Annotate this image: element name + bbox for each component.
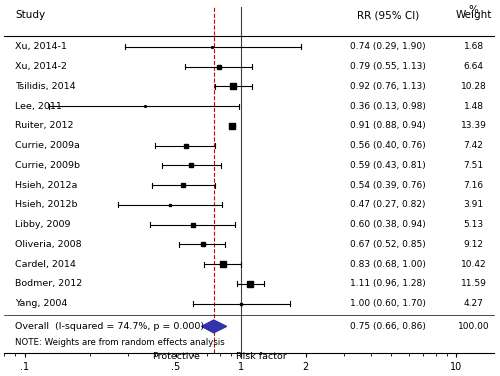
- Text: Currie, 2009b: Currie, 2009b: [15, 161, 80, 170]
- Text: RR (95% CI): RR (95% CI): [356, 10, 419, 20]
- Text: Hsieh, 2012b: Hsieh, 2012b: [15, 200, 78, 209]
- Text: 100.00: 100.00: [458, 322, 490, 331]
- Text: 1.68: 1.68: [464, 42, 483, 51]
- Text: Tsilidis, 2014: Tsilidis, 2014: [15, 82, 76, 91]
- Text: Cardel, 2014: Cardel, 2014: [15, 260, 76, 269]
- Text: 0.36 (0.13, 0.98): 0.36 (0.13, 0.98): [350, 102, 426, 111]
- Text: 0.91 (0.88, 0.94): 0.91 (0.88, 0.94): [350, 121, 426, 130]
- Text: 1.00 (0.60, 1.70): 1.00 (0.60, 1.70): [350, 299, 426, 308]
- Text: NOTE: Weights are from random effects analysis: NOTE: Weights are from random effects an…: [15, 338, 225, 347]
- Text: 0.79 (0.55, 1.13): 0.79 (0.55, 1.13): [350, 62, 426, 71]
- Text: Overall  (I-squared = 74.7%, p = 0.000): Overall (I-squared = 74.7%, p = 0.000): [15, 322, 204, 331]
- Text: 0.47 (0.27, 0.82): 0.47 (0.27, 0.82): [350, 200, 426, 209]
- Text: Study: Study: [15, 10, 45, 20]
- Text: Hsieh, 2012a: Hsieh, 2012a: [15, 180, 78, 190]
- Text: 6.64: 6.64: [464, 62, 483, 71]
- Text: 7.16: 7.16: [464, 180, 483, 190]
- Text: Yang, 2004: Yang, 2004: [15, 299, 68, 308]
- Text: Currie, 2009a: Currie, 2009a: [15, 141, 80, 150]
- Polygon shape: [202, 320, 226, 333]
- Text: Weight: Weight: [456, 10, 492, 20]
- Text: 0.59 (0.43, 0.81): 0.59 (0.43, 0.81): [350, 161, 426, 170]
- Text: 13.39: 13.39: [460, 121, 486, 130]
- Text: 3.91: 3.91: [464, 200, 483, 209]
- Text: Xu, 2014-1: Xu, 2014-1: [15, 42, 67, 51]
- Text: 7.51: 7.51: [464, 161, 483, 170]
- Text: 0.60 (0.38, 0.94): 0.60 (0.38, 0.94): [350, 220, 426, 229]
- Text: 0.92 (0.76, 1.13): 0.92 (0.76, 1.13): [350, 82, 426, 91]
- Text: Protective: Protective: [152, 352, 200, 361]
- Text: Lee, 2011: Lee, 2011: [15, 102, 62, 111]
- Text: 4.27: 4.27: [464, 299, 483, 308]
- Text: 0.54 (0.39, 0.76): 0.54 (0.39, 0.76): [350, 180, 426, 190]
- Text: 0.74 (0.29, 1.90): 0.74 (0.29, 1.90): [350, 42, 426, 51]
- Text: 10.28: 10.28: [460, 82, 486, 91]
- Text: %: %: [468, 5, 478, 15]
- Text: 0.56 (0.40, 0.76): 0.56 (0.40, 0.76): [350, 141, 426, 150]
- Text: Risk factor: Risk factor: [236, 352, 287, 361]
- Text: 0.67 (0.52, 0.85): 0.67 (0.52, 0.85): [350, 240, 426, 249]
- Text: 9.12: 9.12: [464, 240, 483, 249]
- Text: 0.75 (0.66, 0.86): 0.75 (0.66, 0.86): [350, 322, 426, 331]
- Text: 10.42: 10.42: [460, 260, 486, 269]
- Text: 7.42: 7.42: [464, 141, 483, 150]
- Text: Oliveria, 2008: Oliveria, 2008: [15, 240, 82, 249]
- Text: Libby, 2009: Libby, 2009: [15, 220, 70, 229]
- Text: 11.59: 11.59: [460, 279, 486, 288]
- Text: 1.48: 1.48: [464, 102, 483, 111]
- Text: Xu, 2014-2: Xu, 2014-2: [15, 62, 67, 71]
- Text: 0.83 (0.68, 1.00): 0.83 (0.68, 1.00): [350, 260, 426, 269]
- Text: Bodmer, 2012: Bodmer, 2012: [15, 279, 82, 288]
- Text: 1.11 (0.96, 1.28): 1.11 (0.96, 1.28): [350, 279, 426, 288]
- Text: Ruiter, 2012: Ruiter, 2012: [15, 121, 74, 130]
- Text: 5.13: 5.13: [464, 220, 483, 229]
